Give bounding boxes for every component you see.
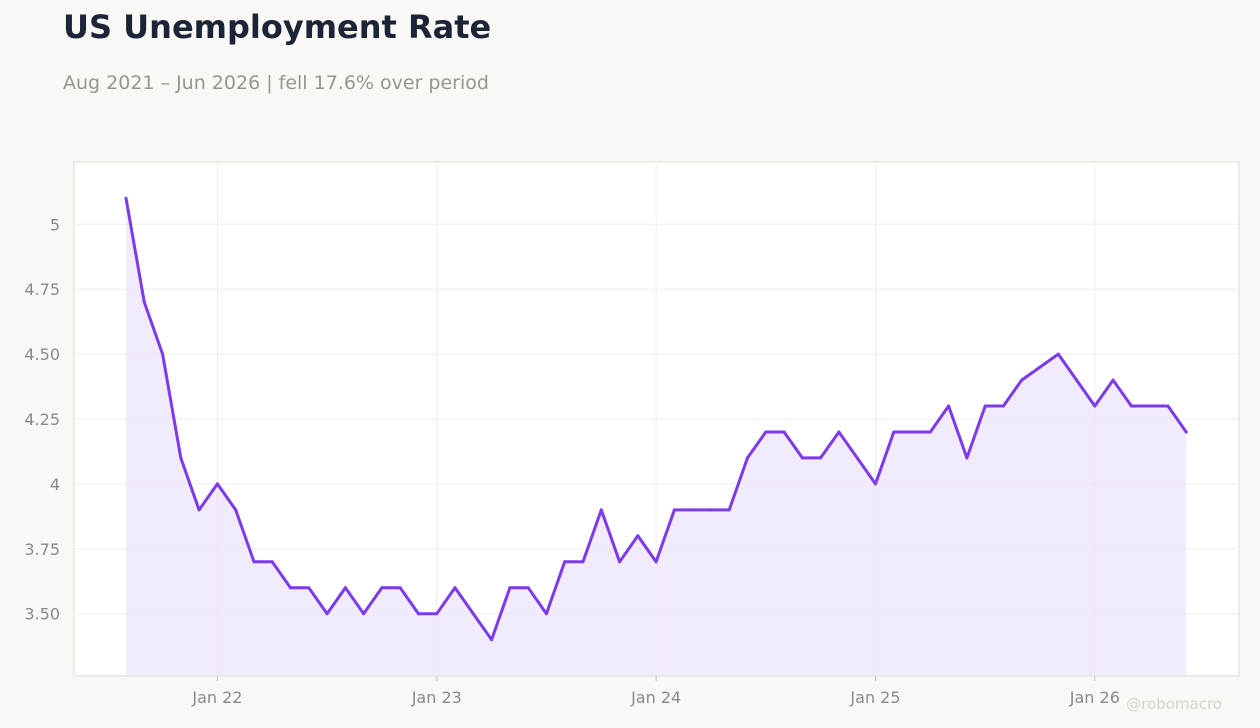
y-axis: 3.50 3.75 4 4.25 4.50 4.75 5	[24, 215, 60, 623]
y-tick-label: 3.50	[24, 605, 60, 624]
x-tick-label: Jan 26	[1069, 688, 1120, 707]
x-tick-label: Jan 23	[411, 688, 462, 707]
x-tick-label: Jan 25	[849, 688, 900, 707]
y-tick-label: 4	[50, 475, 60, 494]
chart-subtitle: Aug 2021 – Jun 2026 | fell 17.6% over pe…	[63, 72, 489, 94]
y-tick-label: 4.75	[24, 280, 60, 299]
x-tick-label: Jan 22	[191, 688, 242, 707]
y-tick-label: 4.25	[24, 410, 60, 429]
series-line	[124, 196, 1188, 642]
chart-title: US Unemployment Rate	[63, 8, 492, 46]
area-fill	[126, 198, 1187, 677]
x-tick-label: Jan 24	[630, 688, 681, 707]
x-axis: Jan 22 Jan 23 Jan 24 Jan 25 Jan 26	[191, 676, 1120, 707]
y-tick-label: 4.50	[24, 345, 60, 364]
y-tick-label: 5	[50, 215, 60, 234]
watermark: @robomacro	[1126, 695, 1222, 713]
y-tick-label: 3.75	[24, 540, 60, 559]
